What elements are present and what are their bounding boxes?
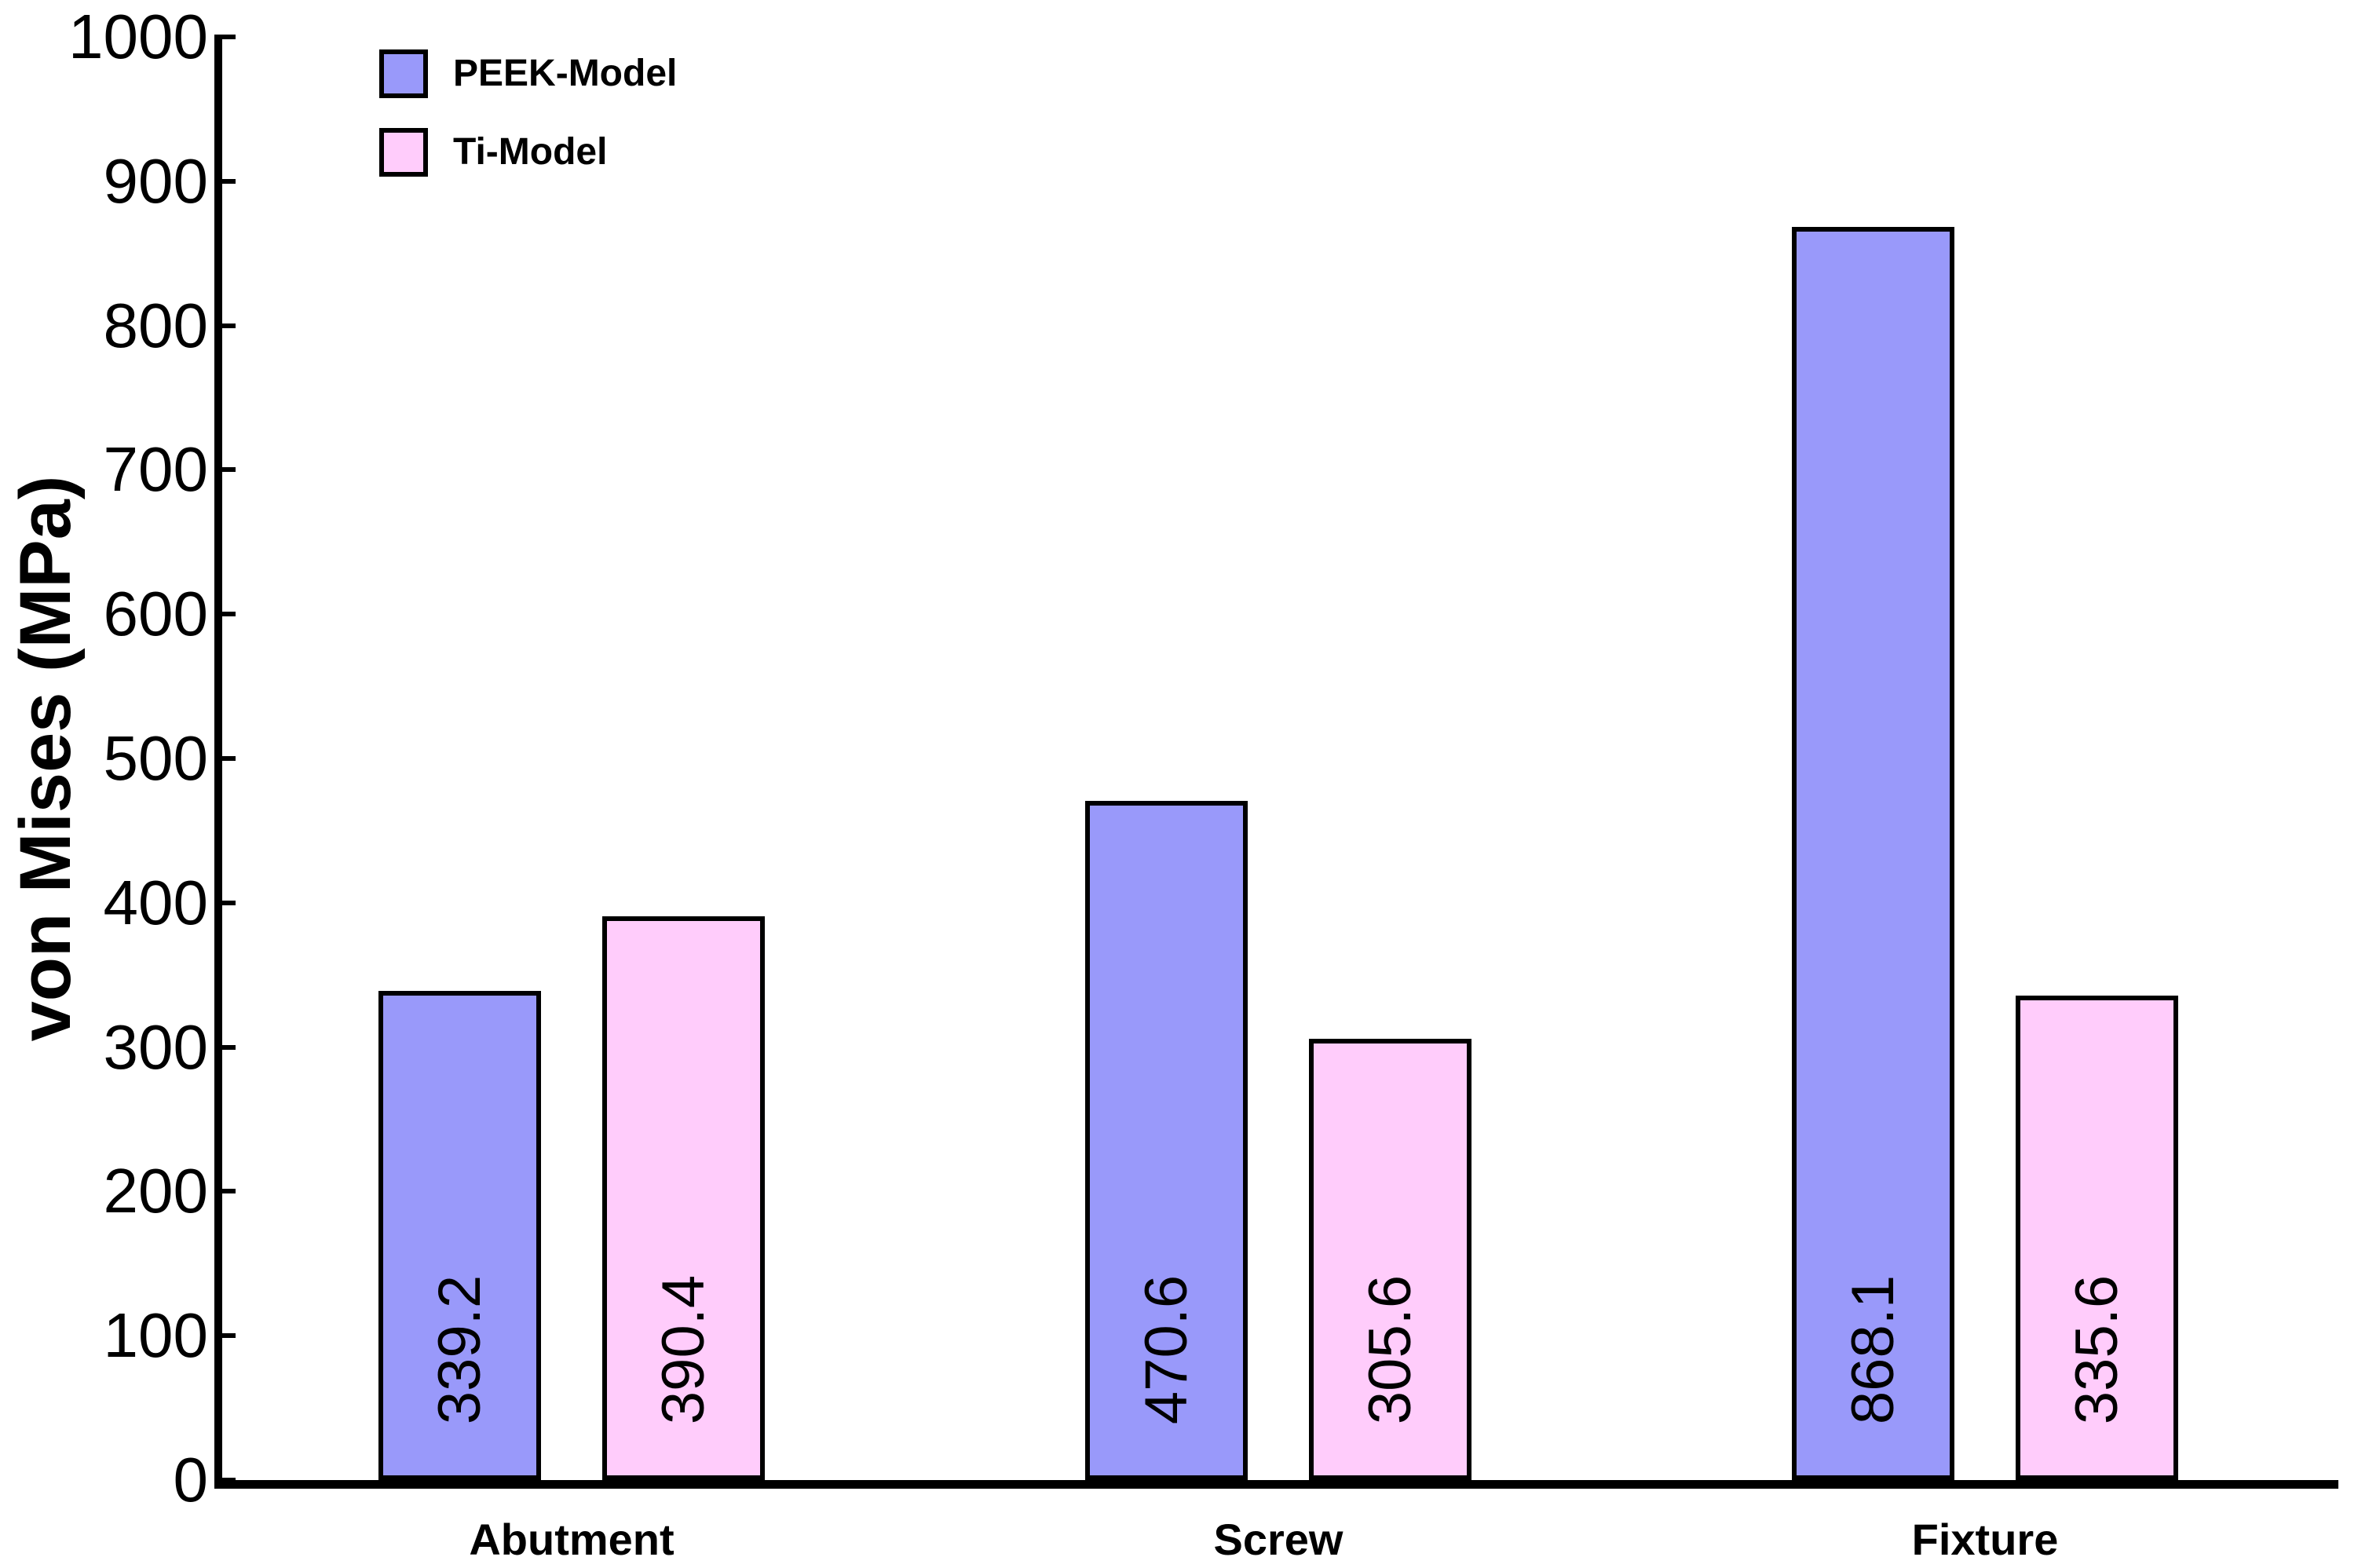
legend-row: Ti-Model bbox=[379, 128, 677, 177]
y-tick-mark bbox=[218, 1333, 236, 1339]
category-label-screw: Screw bbox=[1213, 1515, 1344, 1564]
y-tick-label: 800 bbox=[103, 290, 208, 360]
bar-screw-ti-model: 305.6 bbox=[1309, 1039, 1471, 1480]
y-tick-mark bbox=[218, 323, 236, 328]
y-tick-mark bbox=[218, 1044, 236, 1050]
legend-swatch bbox=[379, 49, 428, 98]
y-tick-label: 1000 bbox=[68, 2, 208, 71]
y-tick-label: 200 bbox=[103, 1156, 208, 1226]
y-tick-mark bbox=[218, 1189, 236, 1194]
y-tick-label: 600 bbox=[103, 579, 208, 649]
y-tick-mark bbox=[218, 1478, 236, 1482]
bar-value-label: 868.1 bbox=[1839, 1274, 1907, 1425]
x-axis-line bbox=[214, 1480, 2338, 1489]
legend: PEEK-Model Ti-Model bbox=[379, 49, 677, 207]
y-tick-label: 300 bbox=[103, 1011, 208, 1082]
y-tick-label: 400 bbox=[103, 867, 208, 938]
legend-label: PEEK-Model bbox=[453, 53, 678, 94]
bar-fixture-peek-model: 868.1 bbox=[1792, 227, 1954, 1480]
y-axis-line bbox=[214, 35, 222, 1488]
bar-abutment-peek-model: 339.2 bbox=[378, 991, 541, 1480]
bar-screw-peek-model: 470.6 bbox=[1085, 801, 1248, 1480]
y-tick-mark bbox=[218, 178, 236, 184]
bar-value-label: 339.2 bbox=[426, 1274, 493, 1425]
bar-value-label: 470.6 bbox=[1132, 1274, 1200, 1425]
bar-value-label: 390.4 bbox=[649, 1274, 717, 1425]
y-tick-mark bbox=[218, 756, 236, 761]
legend-label: Ti-Model bbox=[453, 131, 608, 173]
y-tick-label: 500 bbox=[103, 723, 208, 793]
category-label-abutment: Abutment bbox=[469, 1515, 674, 1564]
category-label-fixture: Fixture bbox=[1911, 1515, 2059, 1564]
legend-swatch bbox=[379, 128, 428, 177]
bar-abutment-ti-model: 390.4 bbox=[602, 916, 765, 1480]
bar-value-label: 335.6 bbox=[2063, 1274, 2130, 1425]
y-tick-label: 0 bbox=[173, 1445, 209, 1515]
y-tick-mark bbox=[218, 900, 236, 905]
y-tick-label: 700 bbox=[103, 434, 208, 505]
bar-fixture-ti-model: 335.6 bbox=[2016, 996, 2178, 1480]
y-tick-mark bbox=[218, 35, 236, 39]
y-tick-label: 100 bbox=[103, 1300, 208, 1371]
y-tick-mark bbox=[218, 612, 236, 617]
bar-value-label: 305.6 bbox=[1356, 1274, 1424, 1425]
legend-row: PEEK-Model bbox=[379, 49, 677, 98]
y-tick-mark bbox=[218, 467, 236, 473]
y-tick-label: 900 bbox=[103, 145, 208, 216]
